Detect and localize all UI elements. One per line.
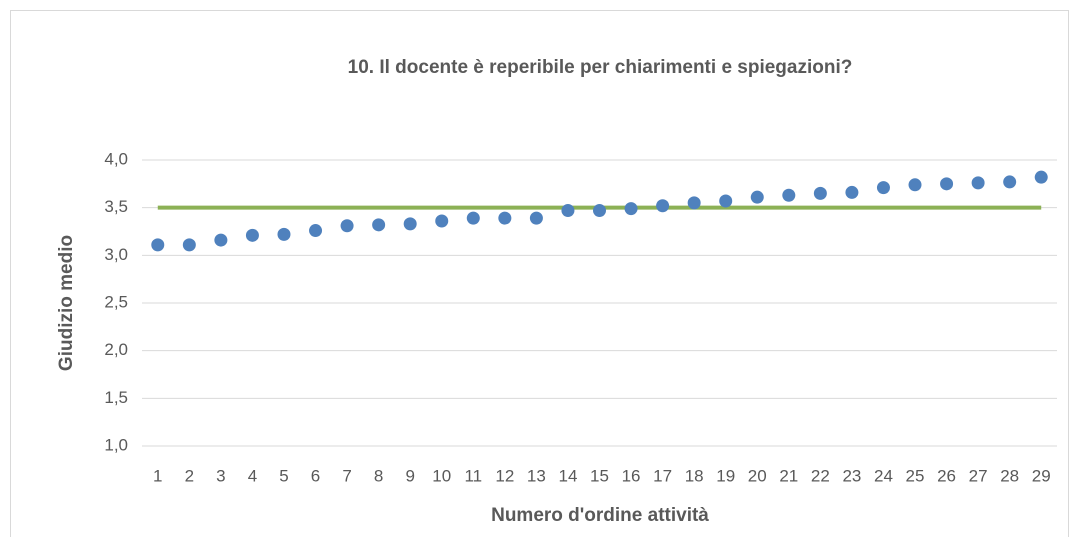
data-point bbox=[561, 204, 575, 218]
chart-border bbox=[10, 10, 1069, 537]
data-point bbox=[309, 224, 323, 238]
x-tick-label: 14 bbox=[558, 466, 577, 485]
x-tick-label: 26 bbox=[937, 466, 956, 485]
y-tick-label: 2,0 bbox=[104, 340, 128, 359]
x-tick-label: 2 bbox=[185, 466, 194, 485]
y-axis-title: Giudizio medio bbox=[56, 235, 77, 371]
data-point bbox=[1034, 170, 1048, 184]
x-tick-label: 5 bbox=[279, 466, 288, 485]
data-point bbox=[466, 211, 480, 225]
x-tick-label: 4 bbox=[248, 466, 257, 485]
x-tick-label: 17 bbox=[653, 466, 672, 485]
x-tick-label: 25 bbox=[906, 466, 925, 485]
x-tick-label: 10 bbox=[432, 466, 451, 485]
data-point bbox=[214, 233, 228, 247]
x-tick-label: 28 bbox=[1000, 466, 1019, 485]
x-tick-label: 29 bbox=[1032, 466, 1051, 485]
y-tick-label: 4,0 bbox=[104, 149, 128, 168]
x-tick-label: 24 bbox=[874, 466, 893, 485]
data-point bbox=[498, 211, 512, 225]
data-point bbox=[876, 181, 890, 195]
data-point bbox=[813, 186, 827, 200]
data-point bbox=[687, 196, 701, 210]
data-point bbox=[940, 177, 954, 191]
x-tick-label: 16 bbox=[622, 466, 641, 485]
data-point bbox=[593, 204, 606, 218]
data-point bbox=[340, 219, 354, 233]
x-tick-label: 11 bbox=[464, 466, 482, 485]
data-point bbox=[624, 202, 638, 216]
data-point bbox=[372, 218, 386, 232]
data-point bbox=[750, 190, 764, 204]
x-tick-label: 27 bbox=[969, 466, 988, 485]
x-tick-label: 23 bbox=[842, 466, 861, 485]
y-tick-label: 3,0 bbox=[104, 245, 128, 264]
y-tick-label: 1,5 bbox=[104, 388, 128, 407]
x-tick-label: 9 bbox=[405, 466, 414, 485]
x-tick-label: 6 bbox=[311, 466, 320, 485]
x-tick-label: 1 bbox=[153, 466, 162, 485]
x-tick-label: 13 bbox=[527, 466, 546, 485]
x-tick-label: 3 bbox=[216, 466, 225, 485]
x-tick-label: 18 bbox=[685, 466, 704, 485]
x-axis-title: Numero d'ordine attività bbox=[491, 505, 709, 526]
data-point bbox=[151, 238, 165, 252]
x-tick-label: 20 bbox=[748, 466, 767, 485]
x-tick-label: 21 bbox=[779, 466, 798, 485]
y-tick-label: 1,0 bbox=[104, 435, 128, 454]
x-tick-label: 15 bbox=[590, 466, 609, 485]
data-point bbox=[782, 188, 796, 202]
x-tick-label: 7 bbox=[342, 466, 351, 485]
chart-title: 10. Il docente è reperibile per chiarime… bbox=[348, 57, 853, 78]
data-point bbox=[529, 211, 543, 225]
data-point bbox=[182, 238, 196, 252]
y-tick-label: 2,5 bbox=[104, 292, 128, 311]
x-tick-label: 19 bbox=[716, 466, 735, 485]
data-point bbox=[1003, 175, 1017, 189]
y-tick-label: 3,5 bbox=[104, 197, 128, 216]
x-tick-label: 8 bbox=[374, 466, 383, 485]
data-point bbox=[277, 227, 291, 241]
data-point bbox=[908, 178, 922, 192]
data-point bbox=[971, 176, 985, 190]
x-tick-label: 12 bbox=[495, 466, 514, 485]
data-point bbox=[719, 194, 733, 208]
data-point bbox=[245, 228, 259, 242]
data-point bbox=[435, 214, 449, 228]
data-point bbox=[845, 185, 859, 199]
x-tick-label: 22 bbox=[811, 466, 830, 485]
data-point bbox=[656, 199, 670, 213]
data-point bbox=[403, 217, 417, 231]
